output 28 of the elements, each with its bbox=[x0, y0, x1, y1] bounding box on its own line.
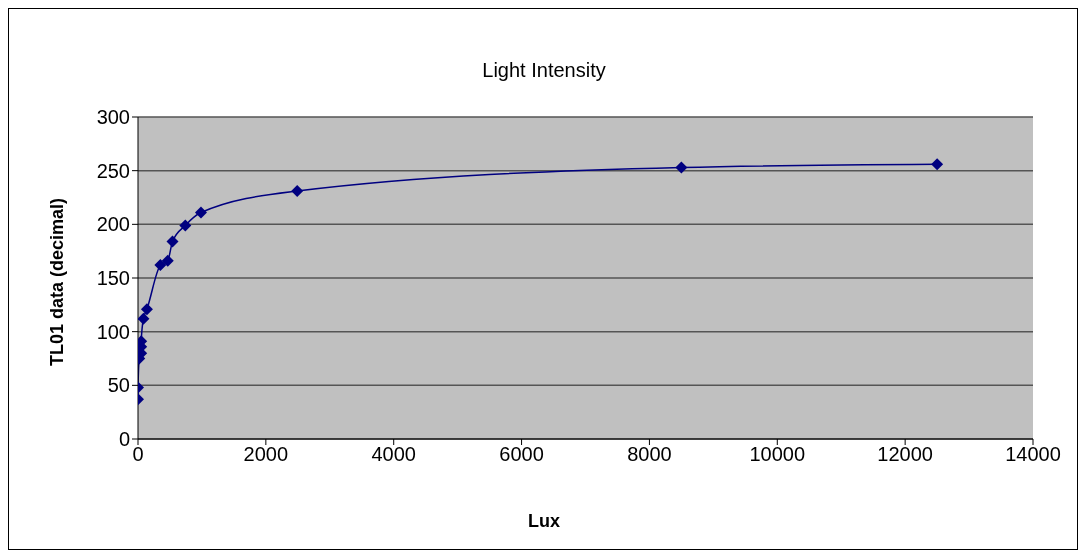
x-tick-label: 2000 bbox=[243, 443, 289, 466]
x-tick-label: 14000 bbox=[1005, 443, 1061, 466]
point bbox=[179, 219, 192, 232]
point bbox=[194, 206, 207, 219]
y-tick-label: 100 bbox=[96, 320, 130, 343]
x-tick-label: 4000 bbox=[371, 443, 416, 466]
x-axis-title: Lux bbox=[527, 511, 561, 532]
point bbox=[138, 312, 150, 325]
y-tick-label: 0 bbox=[118, 428, 130, 451]
point bbox=[675, 161, 688, 174]
y-tick-label: 250 bbox=[96, 159, 130, 182]
y-tick-label: 50 bbox=[107, 374, 130, 397]
point bbox=[140, 303, 153, 316]
point bbox=[931, 158, 944, 171]
y-tick-label: 300 bbox=[96, 106, 130, 129]
x-tick-label: 0 bbox=[132, 443, 144, 466]
point bbox=[291, 185, 304, 198]
x-tick-label: 10000 bbox=[749, 443, 806, 466]
point bbox=[166, 235, 179, 248]
x-tick-label: 8000 bbox=[627, 443, 672, 466]
point bbox=[154, 259, 167, 272]
y-axis-title: TL01 data (decimal) bbox=[46, 197, 68, 367]
x-tick-label: 12000 bbox=[877, 443, 933, 466]
point bbox=[161, 254, 174, 267]
x-tick-label: 6000 bbox=[499, 443, 544, 466]
chart-title: Light Intensity bbox=[481, 59, 607, 82]
y-tick-label: 200 bbox=[96, 213, 130, 236]
y-tick-label: 150 bbox=[96, 267, 130, 290]
